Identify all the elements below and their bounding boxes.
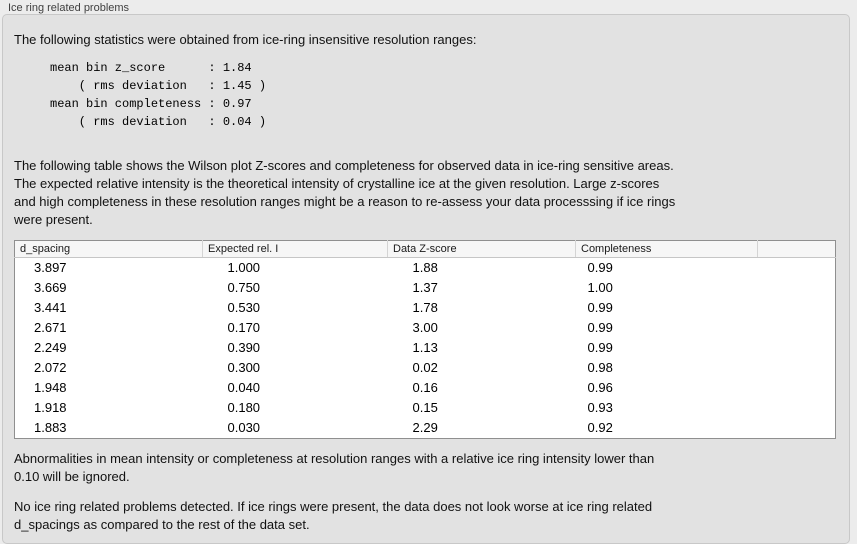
table-cell-filler: [758, 278, 836, 298]
ice-ring-table: d_spacing Expected rel. I Data Z-score C…: [14, 240, 836, 439]
table-cell: 0.180: [227, 400, 261, 415]
table-cell: 0.300: [227, 360, 261, 375]
table-row[interactable]: 3.441 0.530 1.78 0.99: [15, 298, 836, 318]
table-cell: 0.170: [227, 320, 261, 335]
table-row[interactable]: 1.918 0.180 0.15 0.93: [15, 398, 836, 418]
table-cell-filler: [758, 318, 836, 338]
table-cell: 0.390: [227, 340, 261, 355]
stats-block: mean bin z_score : 1.84 ( rms deviation …: [50, 61, 267, 129]
result-note-text: No ice ring related problems detected. I…: [14, 499, 653, 532]
table-row[interactable]: 3.669 0.750 1.37 1.00: [15, 278, 836, 298]
table-cell-filler: [758, 358, 836, 378]
table-cell: 1.00: [587, 280, 613, 295]
table-cell: 2.072: [34, 360, 67, 375]
groupbox-title: Ice ring related problems: [8, 2, 130, 14]
ignore-note-text: Abnormalities in mean intensity or compl…: [14, 451, 655, 484]
table-cell-filler: [758, 398, 836, 418]
table-cell-filler: [758, 418, 836, 439]
column-header-completeness[interactable]: Completeness: [575, 240, 758, 258]
table-cell: 1.78: [412, 300, 438, 315]
table-cell: 0.02: [412, 360, 438, 375]
table-cell-filler: [758, 338, 836, 358]
column-header-data-z-score[interactable]: Data Z-score: [387, 240, 576, 258]
table-cell: 3.00: [412, 320, 438, 335]
table-cell: 0.16: [412, 380, 438, 395]
stats-intro-text: The following statistics were obtained f…: [14, 32, 477, 47]
ice-ring-panel: The following statistics were obtained f…: [2, 14, 850, 544]
table-cell: 0.15: [412, 400, 438, 415]
table-cell: 2.671: [34, 320, 67, 335]
table-row[interactable]: 2.671 0.170 3.00 0.99: [15, 318, 836, 338]
table-cell: 0.030: [227, 420, 261, 435]
table-row[interactable]: 2.249 0.390 1.13 0.99: [15, 338, 836, 358]
table-cell: 1.883: [34, 420, 67, 435]
table-cell: 0.99: [587, 340, 613, 355]
column-header-d-spacing[interactable]: d_spacing: [14, 240, 203, 258]
table-cell-filler: [758, 378, 836, 398]
column-header-filler: [757, 240, 836, 258]
table-cell: 3.897: [34, 260, 67, 275]
table-cell: 0.93: [587, 400, 613, 415]
table-cell: 3.669: [34, 280, 67, 295]
table-cell: 0.99: [587, 300, 613, 315]
table-cell: 0.99: [587, 260, 613, 275]
table-cell: 0.040: [227, 380, 261, 395]
table-cell: 0.96: [587, 380, 613, 395]
table-cell: 2.249: [34, 340, 67, 355]
table-cell-filler: [758, 258, 836, 279]
table-cell-filler: [758, 298, 836, 318]
table-cell: 1.918: [34, 400, 67, 415]
table-body: 3.897 1.000 1.88 0.99 3.669 0.750 1.37 1.00 3.44…: [15, 258, 836, 439]
table-cell: 0.98: [587, 360, 613, 375]
table-row[interactable]: 1.948 0.040 0.16 0.96: [15, 378, 836, 398]
table-cell: 0.750: [227, 280, 261, 295]
table-intro-text: The following table shows the Wilson plo…: [14, 158, 676, 227]
table-cell: 1.948: [34, 380, 67, 395]
table-row[interactable]: 1.883 0.030 2.29 0.92: [15, 418, 836, 439]
table-cell: 1.88: [412, 260, 438, 275]
table-row[interactable]: 3.897 1.000 1.88 0.99: [15, 258, 836, 279]
table-cell: 1.37: [412, 280, 438, 295]
table-cell: 0.530: [227, 300, 261, 315]
table-cell: 3.441: [34, 300, 67, 315]
table-cell: 0.99: [587, 320, 613, 335]
table-cell: 1.000: [227, 260, 261, 275]
table-header-row: d_spacing Expected rel. I Data Z-score C…: [14, 240, 836, 258]
table-cell: 1.13: [412, 340, 438, 355]
column-header-expected-rel-i[interactable]: Expected rel. I: [202, 240, 388, 258]
table-cell: 0.92: [587, 420, 613, 435]
table-cell: 2.29: [412, 420, 438, 435]
table-row[interactable]: 2.072 0.300 0.02 0.98: [15, 358, 836, 378]
